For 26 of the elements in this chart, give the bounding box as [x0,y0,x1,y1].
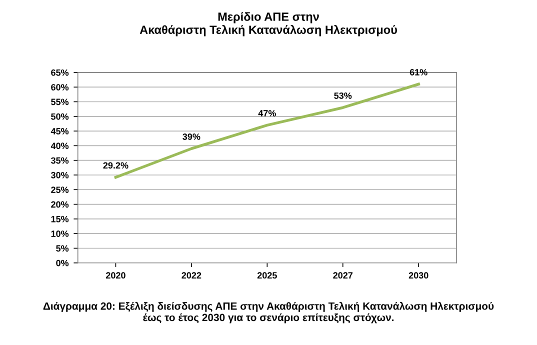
x-tick-label: 2022 [182,272,202,279]
y-tick-label: 15% [51,216,69,222]
data-label: 53% [334,92,352,99]
x-tick-label: 2027 [333,272,353,279]
y-tick-label: 10% [51,230,69,237]
y-tick-label: 45% [50,128,69,134]
x-tick-label: 2025 [257,272,277,279]
y-tick-label: 55% [51,98,69,106]
text: Διάγραμμα 20: Εξέλιξη διείσδυσης ΑΠΕ στην Ακαθάριστη Τελική Κατανάλωση Ηλεκτρισμού έως το έτος 2030 για το σενάριο επίτευξης στόχων. [43,302,494,324]
y-tick-label: 5% [56,245,69,252]
x-tick-label: 2030 [408,272,428,279]
chart-title: Μερίδιο ΑΠΕ στην Ακαθάριστη Τελική Κατανάλωση Ηλεκτρισμού [140,12,397,36]
x-tick-label: 2020 [106,272,126,279]
y-tick-label: 0% [56,260,69,266]
data-label: 61% [410,69,428,76]
y-tick-label: 40% [50,142,69,150]
data-label: 47% [258,110,276,116]
data-label: 39% [182,134,200,140]
data-label: 29.2% [103,162,128,169]
y-tick-label: 30% [50,172,69,178]
y-tick-label: 65% [51,69,69,76]
y-tick-label: 60% [51,84,69,90]
y-tick-label: 25% [51,186,69,194]
y-tick-label: 35% [50,157,69,164]
y-tick-label: 50% [51,113,69,120]
y-tick-label: 20% [51,201,69,208]
